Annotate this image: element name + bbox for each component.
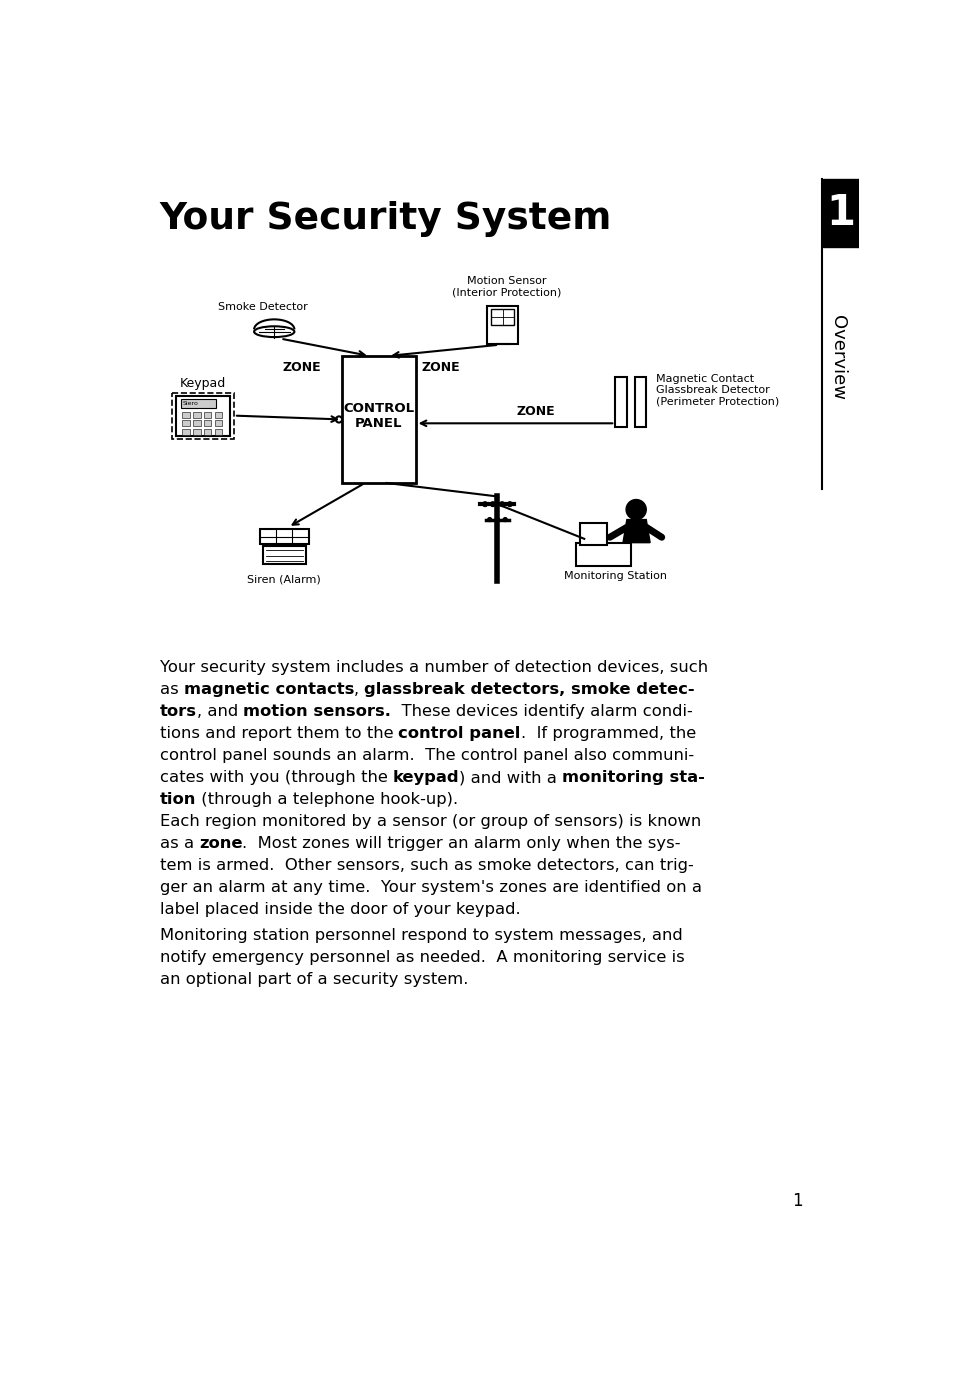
Text: Motion Sensor
(Interior Protection): Motion Sensor (Interior Protection): [452, 276, 561, 298]
Circle shape: [335, 416, 342, 423]
Text: Keypad: Keypad: [179, 376, 226, 390]
Bar: [487, 306, 517, 344]
Bar: [579, 524, 607, 544]
Text: label placed inside the door of your keypad.: label placed inside the door of your key…: [159, 903, 519, 918]
Bar: [262, 546, 306, 564]
Text: ZONE: ZONE: [421, 361, 459, 375]
Bar: [182, 420, 190, 426]
Circle shape: [499, 502, 504, 507]
Bar: [193, 420, 200, 426]
Text: tion: tion: [159, 792, 195, 808]
Text: Your security system includes a number of detection devices, such: Your security system includes a number o…: [159, 660, 707, 675]
Ellipse shape: [253, 327, 294, 338]
Bar: [615, 378, 626, 427]
Bar: [193, 429, 200, 435]
Circle shape: [490, 502, 495, 507]
Text: as: as: [159, 682, 183, 697]
Text: monitoring sta-: monitoring sta-: [562, 770, 704, 785]
Text: cates with you (through the: cates with you (through the: [159, 770, 393, 785]
Bar: [214, 420, 222, 426]
Bar: [182, 412, 190, 418]
Text: Siero: Siero: [183, 401, 198, 405]
Text: tors: tors: [159, 704, 196, 719]
Text: ger an alarm at any time.  Your system's zones are identified on a: ger an alarm at any time. Your system's …: [159, 881, 700, 896]
Text: magnetic contacts: magnetic contacts: [183, 682, 354, 697]
Text: zone: zone: [199, 836, 242, 852]
Text: These devices identify alarm condi-: These devices identify alarm condi-: [391, 704, 692, 719]
Bar: [193, 412, 200, 418]
Bar: [576, 543, 630, 566]
Bar: [214, 429, 222, 435]
Text: (through a telephone hook-up).: (through a telephone hook-up).: [195, 792, 457, 808]
Text: ZONE: ZONE: [516, 405, 554, 419]
Circle shape: [482, 502, 487, 507]
Text: tions and report them to the: tions and report them to the: [159, 726, 398, 741]
Circle shape: [507, 502, 512, 507]
Text: ,: ,: [354, 682, 364, 697]
Text: , and: , and: [196, 704, 243, 719]
Bar: [204, 412, 212, 418]
Circle shape: [503, 518, 507, 521]
Text: glassbreak detectors, smoke detec-: glassbreak detectors, smoke detec-: [364, 682, 694, 697]
Bar: [342, 356, 416, 482]
Text: motion sensors.: motion sensors.: [243, 704, 391, 719]
Text: CONTROL
PANEL: CONTROL PANEL: [343, 401, 414, 430]
Bar: [822, 179, 858, 247]
Circle shape: [487, 518, 491, 521]
Text: Your Security System: Your Security System: [159, 201, 611, 237]
Bar: [634, 378, 645, 427]
Bar: [204, 420, 212, 426]
Text: Smoke Detector: Smoke Detector: [217, 302, 307, 311]
Text: tem is armed.  Other sensors, such as smoke detectors, can trig-: tem is armed. Other sensors, such as smo…: [159, 858, 693, 874]
Text: Each region monitored by a sensor (or group of sensors) is known: Each region monitored by a sensor (or gr…: [159, 814, 700, 830]
Text: an optional part of a security system.: an optional part of a security system.: [159, 971, 467, 987]
Text: control panel sounds an alarm.  The control panel also communi-: control panel sounds an alarm. The contr…: [159, 748, 693, 763]
Bar: [491, 309, 514, 325]
Text: Magnetic Contact
Glassbreak Detector
(Perimeter Protection): Magnetic Contact Glassbreak Detector (Pe…: [655, 373, 778, 407]
Text: ) and with a: ) and with a: [458, 770, 562, 785]
Bar: [175, 395, 230, 435]
Circle shape: [495, 518, 498, 521]
Polygon shape: [622, 520, 649, 543]
Bar: [259, 529, 309, 544]
Text: Overview: Overview: [828, 316, 846, 401]
Bar: [182, 429, 190, 435]
Text: keypad: keypad: [393, 770, 458, 785]
Text: Monitoring station personnel respond to system messages, and: Monitoring station personnel respond to …: [159, 927, 681, 943]
Text: control panel: control panel: [398, 726, 520, 741]
Text: 1: 1: [791, 1192, 801, 1210]
Text: notify emergency personnel as needed.  A monitoring service is: notify emergency personnel as needed. A …: [159, 949, 683, 965]
Text: ZONE: ZONE: [282, 361, 320, 375]
Bar: [214, 412, 222, 418]
Bar: [172, 393, 233, 438]
Text: as a: as a: [159, 836, 199, 852]
Text: .  Most zones will trigger an alarm only when the sys-: . Most zones will trigger an alarm only …: [242, 836, 680, 852]
Circle shape: [625, 500, 645, 520]
Text: Monitoring Station: Monitoring Station: [563, 570, 666, 582]
Text: Siren (Alarm): Siren (Alarm): [247, 575, 321, 586]
Bar: [181, 398, 216, 408]
Text: .  If programmed, the: . If programmed, the: [520, 726, 696, 741]
Text: 1: 1: [825, 192, 855, 234]
Bar: [204, 429, 212, 435]
